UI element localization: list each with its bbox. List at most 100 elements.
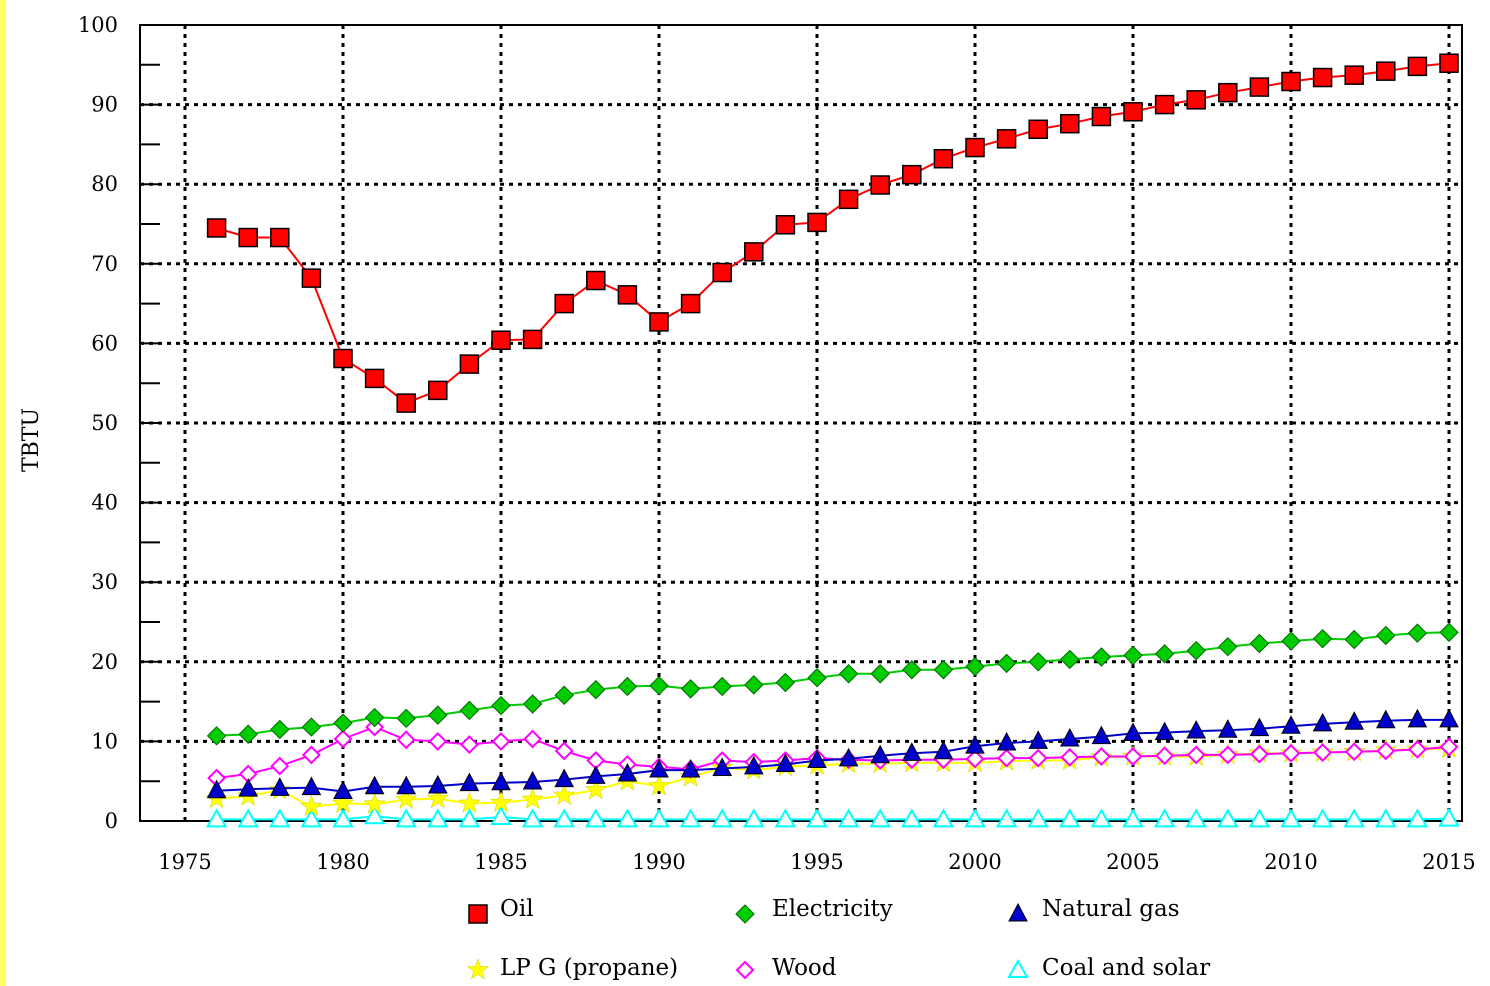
data-point [680,758,701,778]
data-point [807,749,827,769]
data-point [1344,629,1364,650]
data-point [270,227,290,248]
data-point [680,679,701,699]
series-line [216,815,1450,821]
data-point [491,695,511,716]
series-oil [206,53,1459,413]
data-point [1091,647,1112,667]
data-point [364,368,385,389]
data-point [1344,65,1364,85]
data-point [1281,715,1301,734]
data-point [712,262,732,283]
data-point [1376,625,1396,646]
data-point [270,756,290,776]
data-point [775,753,796,772]
data-point [1375,808,1397,828]
data-point [1218,82,1238,103]
data-point [554,741,574,761]
data-point [301,776,322,796]
data-point [1281,743,1301,763]
data-point [554,768,575,788]
data-point [1155,746,1175,766]
legend-item: Natural gas [1008,896,1180,922]
data-point [1154,644,1175,664]
data-point [1280,808,1302,828]
data-point [965,749,985,769]
data-point [838,189,859,210]
data-point [933,148,954,169]
data-point [1122,808,1144,828]
data-point [396,708,416,729]
legend-label: Electricity [772,896,893,922]
data-point [1343,808,1365,828]
data-point [521,808,544,828]
data-point [869,808,891,828]
data-point [1060,747,1080,767]
series-layer [205,53,1461,828]
data-point [459,772,480,792]
data-point [206,726,227,746]
data-point [1154,94,1175,115]
data-point [238,778,259,797]
legend: Oil Electricity Natural gas LP G (propane) W… [466,896,1210,981]
data-point [1407,56,1428,77]
data-point [1060,113,1080,134]
data-point [1312,67,1333,88]
data-point [427,774,448,794]
data-point [585,765,606,784]
data-point [554,685,574,705]
data-point [965,137,985,158]
series-coal-and-solar [205,805,1460,828]
data-point [522,770,543,790]
data-point [1406,808,1429,828]
series-natural-gas [206,708,1459,800]
y-tick-label: 20 [91,650,118,674]
data-point [1249,717,1270,737]
data-point [270,719,290,740]
data-point [1313,743,1333,762]
data-point [1439,708,1459,728]
data-point [491,771,511,791]
data-point [301,717,322,737]
data-point [333,713,353,733]
y-axis-label: TBTU [19,408,44,472]
data-point [997,748,1017,768]
data-point [553,808,575,828]
data-point [1028,119,1048,140]
data-point [1312,629,1333,649]
data-point [1028,652,1048,672]
data-point [269,808,291,828]
data-point [932,808,955,828]
data-point [205,808,228,828]
data-point [806,808,828,828]
data-point [301,745,321,765]
legend-marker [1008,902,1028,922]
axes [139,24,1463,822]
data-point [1218,636,1238,657]
data-point [870,744,891,764]
data-point [1407,739,1427,759]
legend-item: Wood [735,955,837,981]
data-point [1091,725,1112,745]
data-point [363,792,386,814]
data-point [1407,708,1428,728]
data-point [1407,623,1428,643]
y-tick-label: 30 [91,570,118,594]
data-point [1438,807,1460,827]
legend-marker [468,904,488,924]
data-point [458,791,481,813]
data-point [1248,808,1271,828]
data-point [1090,808,1113,828]
data-point [1123,722,1143,741]
data-point [364,707,385,728]
data-point [902,164,922,185]
y-tick-label: 40 [91,491,118,515]
data-point [743,755,764,775]
data-point [490,805,512,826]
legend-marker [735,960,755,980]
data-point [301,268,322,288]
series-wood [207,717,1459,788]
data-point [1312,712,1333,732]
data-point [1217,719,1238,738]
